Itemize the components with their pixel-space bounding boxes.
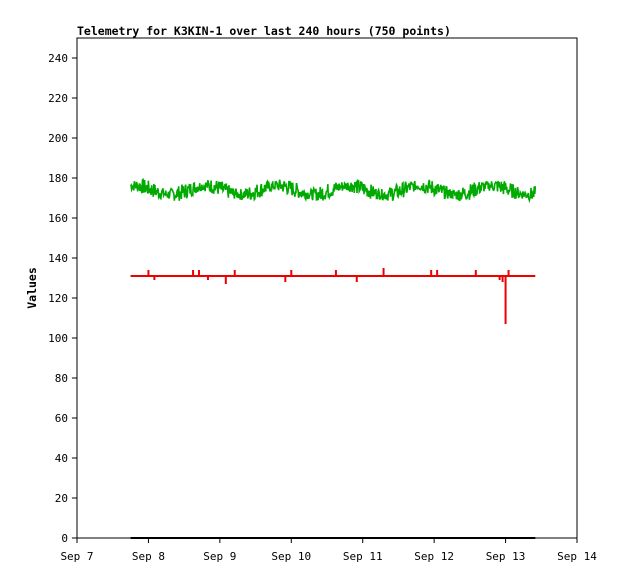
- y-tick-label: 60: [55, 412, 68, 425]
- chart-title: Telemetry for K3KIN-1 over last 240 hour…: [77, 24, 451, 38]
- x-tick-label: Sep 10: [271, 550, 311, 563]
- x-tick-label: Sep 13: [486, 550, 526, 563]
- y-tick-label: 100: [48, 332, 68, 345]
- y-tick-label: 0: [61, 532, 68, 545]
- plot-frame: [76, 37, 578, 539]
- x-tick-label: Sep 12: [414, 550, 454, 563]
- y-tick-label: 160: [48, 212, 68, 225]
- series-line-0: [129, 177, 537, 204]
- y-tick-label: 80: [55, 372, 68, 385]
- y-tick-label: 140: [48, 252, 68, 265]
- x-axis: Sep 7 Sep 8 Sep 9 Sep 10 Sep 11 Sep 12 Sep 13 S…: [60, 538, 597, 563]
- y-tick-label: 120: [48, 292, 68, 305]
- y-tick-label: 200: [48, 132, 68, 145]
- y-tick-label: 20: [55, 492, 68, 505]
- y-tick-label: 220: [48, 92, 68, 105]
- y-axis-label: Values: [25, 267, 39, 309]
- x-tick-label: Sep 11: [343, 550, 383, 563]
- y-axis: 0 20 40 60 80 100 120 140 160 180 200 220 240: [48, 52, 77, 545]
- y-tick-label: 40: [55, 452, 68, 465]
- x-tick-label: Sep 9: [203, 550, 236, 563]
- y-tick-label: 180: [48, 172, 68, 185]
- x-tick-label: Sep 14: [557, 550, 597, 563]
- x-tick-label: Sep 7: [60, 550, 93, 563]
- series-layer: [129, 177, 537, 539]
- y-tick-label: 240: [48, 52, 68, 65]
- x-tick-label: Sep 8: [132, 550, 165, 563]
